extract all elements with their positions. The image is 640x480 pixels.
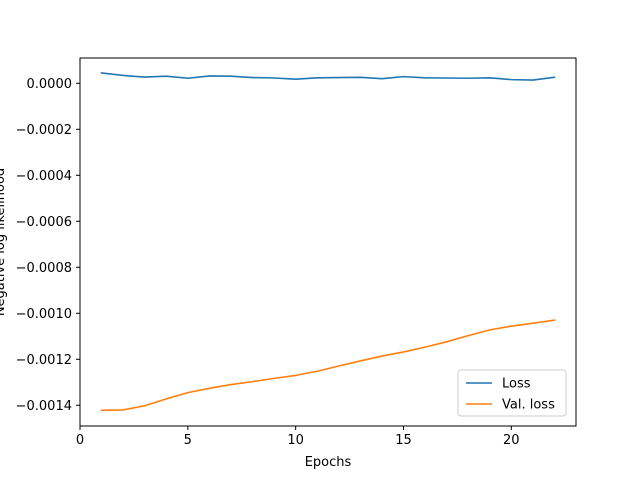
x-axis-label: Epochs bbox=[305, 455, 352, 470]
y-tick-label: −0.0004 bbox=[16, 169, 72, 184]
y-tick-label: −0.0010 bbox=[16, 307, 72, 322]
series-line-loss bbox=[100, 72, 556, 81]
series-line-val-loss bbox=[100, 319, 556, 412]
x-tick-label: 5 bbox=[184, 433, 192, 448]
y-axis-label: Negative log likelihood bbox=[0, 168, 8, 316]
series-layer bbox=[100, 72, 556, 412]
legend-label-val-loss: Val. loss bbox=[502, 398, 555, 413]
x-axis-ticks: 0 5 10 15 20 bbox=[76, 426, 520, 448]
y-tick-label: −0.0006 bbox=[16, 215, 72, 230]
legend-label-loss: Loss bbox=[502, 377, 531, 392]
y-tick-label: −0.0002 bbox=[16, 123, 72, 138]
y-tick-label: −0.0012 bbox=[16, 353, 72, 368]
x-tick-label: 10 bbox=[287, 433, 304, 448]
legend: Loss Val. loss bbox=[457, 369, 567, 417]
plot-area-frame bbox=[79, 57, 577, 427]
y-axis-ticks: 0.0000 −0.0002 −0.0004 −0.0006 −0.0008 −0.001… bbox=[16, 77, 80, 414]
y-tick-label: −0.0014 bbox=[16, 399, 72, 414]
y-tick-label: −0.0008 bbox=[16, 261, 72, 276]
x-tick-label: 15 bbox=[395, 433, 412, 448]
x-tick-label: 0 bbox=[76, 433, 84, 448]
x-tick-label: 20 bbox=[503, 433, 520, 448]
y-tick-label: 0.0000 bbox=[27, 77, 73, 92]
